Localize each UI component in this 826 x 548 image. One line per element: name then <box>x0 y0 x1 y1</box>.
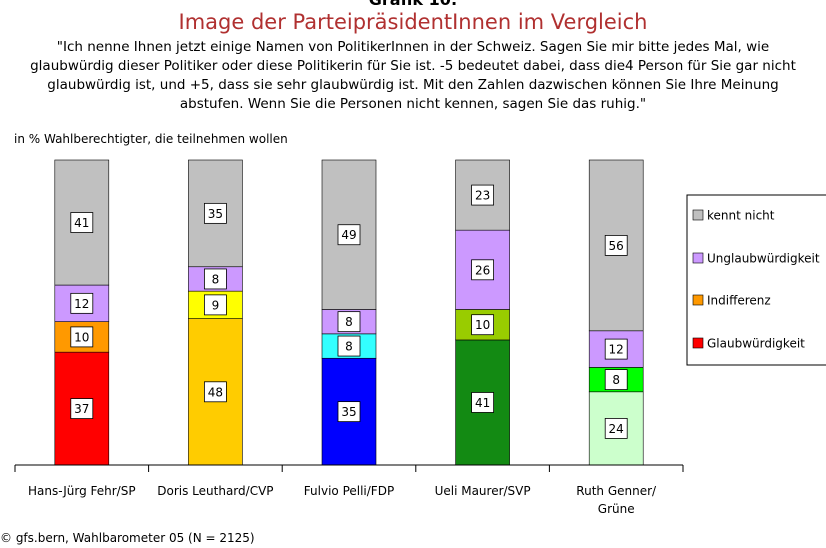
legend-box <box>686 194 826 366</box>
data-label-box <box>471 259 495 281</box>
data-label: 12 <box>609 343 624 357</box>
data-label-box <box>471 314 495 336</box>
legend-label: kennt nicht <box>707 209 775 223</box>
data-label: 48 <box>208 385 223 399</box>
data-label-box <box>471 184 495 206</box>
data-label-box <box>337 335 361 357</box>
data-label: 56 <box>609 239 624 253</box>
data-label-box <box>70 398 94 419</box>
data-label: 9 <box>212 298 220 312</box>
data-label: 8 <box>612 373 620 387</box>
data-label-box <box>70 326 94 348</box>
y-axis-label: in % Wahlberechtigter, die teilnehmen wo… <box>14 132 288 146</box>
legend-swatch <box>692 337 704 349</box>
data-label-box <box>337 224 361 246</box>
legend-label: Indifferenz <box>707 294 771 308</box>
chart-title: Image der ParteipräsidentInnen im Vergle… <box>178 10 648 34</box>
source: © gfs.bern, Wahlbarometer 05 (N = 2125) <box>0 531 255 545</box>
x-tick-label: Hans-Jürg Fehr/SP <box>27 484 136 498</box>
data-label: 37 <box>74 402 89 416</box>
x-tick-label: Ruth Genner/ Grüne <box>576 484 657 516</box>
legend-label: Unglaubwürdigkeit <box>707 252 820 266</box>
data-label: 41 <box>74 216 89 230</box>
data-label-box <box>203 202 227 224</box>
x-tick-label: Doris Leuthard/CVP <box>157 484 274 498</box>
header: Grafik 10: <box>0 0 826 9</box>
data-label: 10 <box>475 318 490 332</box>
data-label-box <box>604 369 628 391</box>
data-label-box <box>604 338 628 360</box>
data-label-box <box>70 212 94 233</box>
data-label: 10 <box>74 330 89 344</box>
data-label-box <box>604 234 628 256</box>
data-label: 24 <box>609 422 624 436</box>
legend-swatch <box>692 209 704 221</box>
data-label: 49 <box>341 228 356 242</box>
data-label-box <box>337 311 361 333</box>
legend-swatch <box>692 294 704 306</box>
data-label-box <box>70 292 94 314</box>
data-label-box <box>471 392 495 413</box>
subtitle: "Ich nenne Ihnen jetzt einige Namen von … <box>30 39 796 112</box>
data-label-box <box>203 381 227 403</box>
data-label-box <box>203 268 227 290</box>
x-tick-label: Ueli Maurer/SVP <box>434 484 531 498</box>
data-label-box <box>337 401 361 423</box>
data-label: 8 <box>345 315 353 329</box>
data-label: 8 <box>212 272 220 286</box>
data-label: 12 <box>74 297 89 311</box>
data-label: 26 <box>475 263 490 277</box>
data-label-box <box>604 417 628 439</box>
data-label: 8 <box>345 340 353 354</box>
x-tick-label: Fulvio Pelli/FDP <box>303 484 395 498</box>
legend-swatch <box>692 252 704 264</box>
data-label-box <box>203 294 227 316</box>
data-label: 35 <box>208 207 223 221</box>
data-label: 35 <box>341 405 356 419</box>
legend-label: Glaubwürdigkeit <box>707 337 805 351</box>
data-label: 23 <box>475 189 490 203</box>
data-label: 41 <box>475 396 490 410</box>
